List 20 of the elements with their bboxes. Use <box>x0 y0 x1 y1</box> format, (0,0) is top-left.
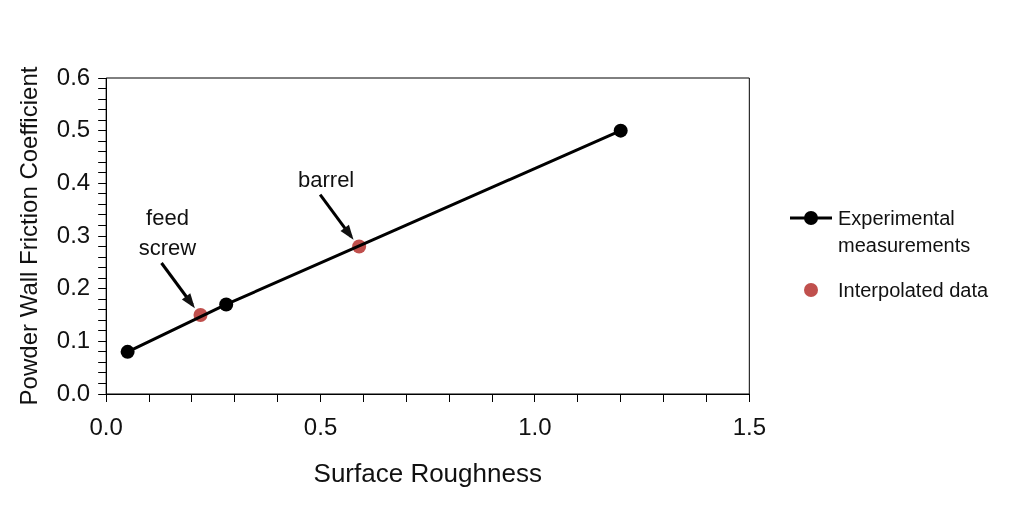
y-tick-label: 0.5 <box>56 115 91 143</box>
x-tick-label: 0.0 <box>89 413 123 441</box>
y-tick-label: 0.4 <box>56 167 91 195</box>
annotation: barrel <box>298 166 355 192</box>
y-tick-label: 0.0 <box>56 378 91 406</box>
point <box>120 344 135 359</box>
x-tick-label: 1.5 <box>732 413 767 441</box>
legend-label: Interpolated data <box>838 277 989 303</box>
annotation: feed screw <box>138 205 197 260</box>
y-tick-label: 0.1 <box>56 325 91 353</box>
point <box>219 297 234 312</box>
x-tick-label: 1.0 <box>518 413 552 441</box>
point <box>613 123 628 138</box>
x-tick-label: 0.5 <box>303 413 338 441</box>
y-tick-label: 0.2 <box>56 273 91 301</box>
legend-label: Experimental measurements <box>838 205 972 258</box>
y-axis-title: Powder Wall Friction Coefficient <box>15 66 43 406</box>
y-tick-label: 0.6 <box>56 62 91 90</box>
x-axis-title: Surface Roughness <box>313 457 542 488</box>
y-tick-label: 0.3 <box>56 220 91 248</box>
